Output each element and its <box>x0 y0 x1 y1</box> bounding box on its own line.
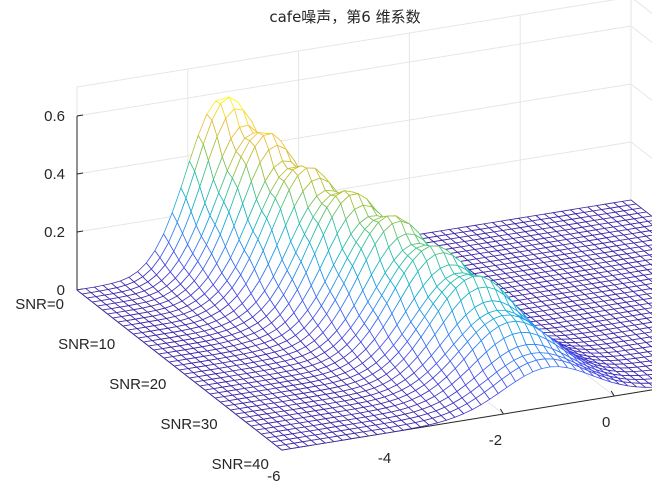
z-tick-label-0: 0 <box>57 282 65 299</box>
y-tick-label-4: SNR=40 <box>212 456 269 473</box>
tick-labels: 00.20.40.6SNR=0SNR=10SNR=20SNR=30SNR=40-… <box>15 108 610 485</box>
grid-line-backwall-z-1 <box>76 141 632 233</box>
x-tick-mark-3 <box>610 390 615 397</box>
z-tick-label-2: 0.4 <box>44 166 65 183</box>
grid-line-sidewall-z-3 <box>630 25 652 44</box>
z-tick-mark-2 <box>76 172 84 175</box>
y-tick-label-3: SNR=30 <box>160 416 217 433</box>
y-tick-label-1: SNR=10 <box>58 336 115 353</box>
grid-line-backwall-z-2 <box>76 83 632 175</box>
chart-title: cafe噪声，第6 维系数 <box>269 8 420 26</box>
z-tick-label-3: 0.6 <box>44 108 65 125</box>
grid-line-backwall-top <box>76 0 616 88</box>
x-tick-mark-2 <box>499 408 504 415</box>
z-tick-mark-3 <box>76 114 84 117</box>
grid-line-backwall-z-3 <box>76 25 632 117</box>
z-tick-mark-1 <box>76 230 84 233</box>
mesh-surface <box>76 96 652 451</box>
x-tick-label-3: 0 <box>602 414 610 431</box>
grid-line-sidewall-top <box>634 0 652 15</box>
x-tick-label-2: -2 <box>489 432 502 449</box>
y-tick-label-0: SNR=0 <box>15 296 64 313</box>
x-tick-label-1: -4 <box>378 450 391 467</box>
y-tick-label-2: SNR=20 <box>109 376 166 393</box>
mesh-cell-2559 <box>276 444 291 451</box>
x-tick-label-0: -6 <box>267 468 280 485</box>
z-tick-label-1: 0.2 <box>44 224 65 241</box>
